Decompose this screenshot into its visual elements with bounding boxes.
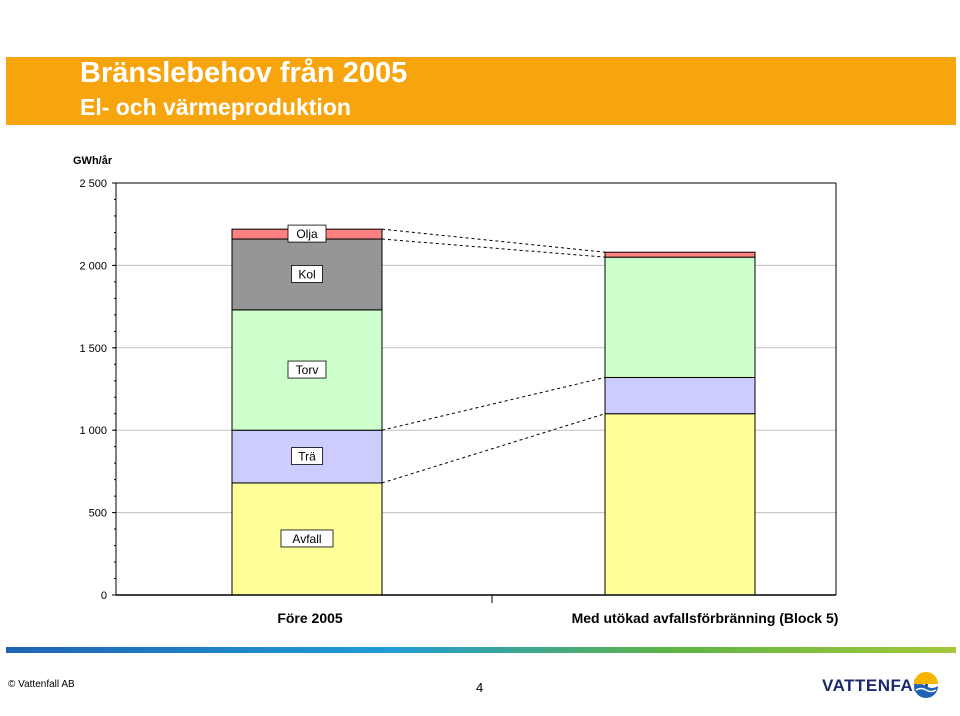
brand-name: VATTENFALL xyxy=(822,676,935,695)
y-axis-ticks: 0 500 1 000 1 500 2 000 2 500 xyxy=(79,178,116,602)
connector-line xyxy=(381,413,606,484)
x-tick-label: Före 2005 xyxy=(277,610,343,626)
header-band xyxy=(6,57,956,125)
y-tick-label: 2 500 xyxy=(79,178,107,190)
x-axis-labels: Före 2005 Med utökad avfallsförbränning (… xyxy=(277,610,838,626)
y-axis-label: GWh/år xyxy=(73,155,113,167)
segment-label-box xyxy=(287,224,327,243)
connector-line xyxy=(381,228,606,253)
connector-line xyxy=(381,238,606,258)
bar-connector-lines xyxy=(381,228,606,484)
segment-label: Kol xyxy=(298,267,315,281)
segment-label-box xyxy=(291,447,323,465)
bar-segment-torv xyxy=(604,256,756,378)
vattenfall-sun-wave-icon xyxy=(914,672,938,698)
page-number: 4 xyxy=(476,680,484,695)
segment-labels: Avfall Trä Torv Kol Olja xyxy=(280,224,334,548)
page-subtitle: El- och värmeproduktion xyxy=(80,94,351,120)
copyright-text: © Vattenfall AB xyxy=(8,679,75,690)
segment-label-box xyxy=(280,529,334,548)
segment-label-box xyxy=(287,360,327,379)
stacked-bar-chart: 0 500 1 000 1 500 2 000 2 500 GWh/år Avfall Tr… xyxy=(73,155,838,626)
x-tick-label: Med utökad avfallsförbränning (Block 5) xyxy=(572,610,839,626)
chart-axes xyxy=(115,182,837,603)
bar-segment-avfall xyxy=(604,413,756,596)
page-title: Bränslebehov från 2005 xyxy=(80,57,408,89)
segment-label: Torv xyxy=(296,363,319,377)
bar-segment-trä xyxy=(604,376,756,415)
segment-label: Olja xyxy=(296,227,318,241)
y-tick-label: 2 000 xyxy=(79,260,107,272)
y-tick-label: 0 xyxy=(101,590,107,602)
y-tick-label: 1 000 xyxy=(79,425,107,437)
segment-label: Trä xyxy=(298,450,316,464)
y-tick-label: 1 500 xyxy=(79,343,107,355)
segment-label: Avfall xyxy=(292,532,321,546)
connector-line xyxy=(381,376,606,431)
bar-segment-olja xyxy=(604,251,756,258)
segment-label-box xyxy=(291,265,323,283)
y-tick-label: 500 xyxy=(89,508,107,520)
footer-color-band xyxy=(6,647,956,653)
